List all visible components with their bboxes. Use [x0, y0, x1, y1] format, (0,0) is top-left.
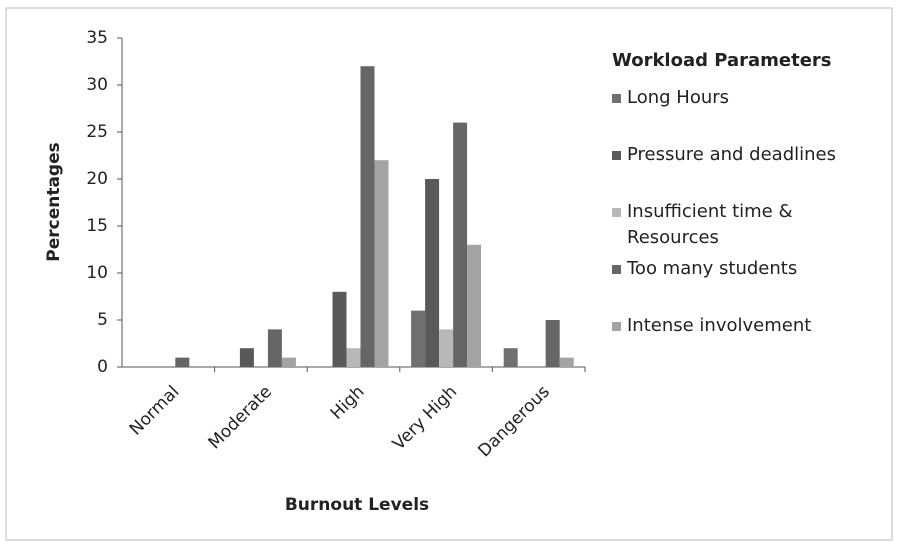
x-tick-label: Very High: [389, 382, 461, 454]
bar: [374, 160, 389, 367]
bar: [411, 310, 426, 367]
bar: [239, 348, 254, 367]
legend-label: Pressure and deadlines: [627, 144, 836, 165]
y-tick-label: 15: [86, 216, 108, 236]
y-axis-label: Percentages: [44, 142, 64, 262]
x-tick-label: Normal: [126, 382, 184, 440]
x-tick-label: Moderate: [205, 382, 276, 453]
legend-title: Workload Parameters: [612, 50, 832, 71]
legend-label: Too many students: [627, 258, 798, 279]
y-tick-label: 30: [86, 75, 108, 95]
legend-swatch: [612, 151, 621, 160]
legend-label: Long Hours: [627, 87, 730, 108]
legend-swatch: [612, 322, 621, 331]
legend-item: Pressure and deadlines: [612, 142, 892, 199]
y-tick-label: 0: [97, 357, 108, 377]
legend-swatch: [612, 94, 621, 103]
y-tick-label: 25: [86, 122, 108, 142]
legend-label: Insufficient time & Resources: [627, 201, 793, 248]
bar: [425, 179, 440, 367]
bar: [281, 357, 296, 367]
bar: [545, 320, 560, 367]
legend-item: Long Hours: [612, 85, 892, 142]
bar: [439, 329, 454, 367]
legend-item: Too many students: [612, 256, 892, 313]
legend-swatch: [612, 265, 621, 274]
frame: [5, 7, 893, 541]
bar: [346, 348, 361, 367]
legend-item: Intense involvement: [612, 313, 892, 370]
legend: Workload Parameters Long Hours Pressure an…: [612, 50, 892, 370]
y-tick-label: 35: [86, 28, 108, 48]
y-tick-label: 20: [86, 169, 108, 189]
bar: [267, 329, 282, 367]
bar: [453, 122, 468, 367]
legend-swatch: [612, 208, 621, 217]
bar: [332, 291, 347, 367]
bar: [175, 357, 190, 367]
bar: [360, 66, 375, 367]
bar: [503, 348, 518, 367]
legend-label: Intense involvement: [627, 315, 812, 336]
x-axis-label: Burnout Levels: [285, 495, 429, 515]
y-tick-label: 10: [86, 263, 108, 283]
bar: [467, 244, 482, 367]
y-tick-label: 5: [97, 310, 108, 330]
legend-item: Insufficient time & Resources: [612, 199, 892, 256]
x-tick-label: High: [327, 382, 369, 424]
x-tick-label: Dangerous: [474, 382, 553, 461]
bar: [559, 357, 574, 367]
